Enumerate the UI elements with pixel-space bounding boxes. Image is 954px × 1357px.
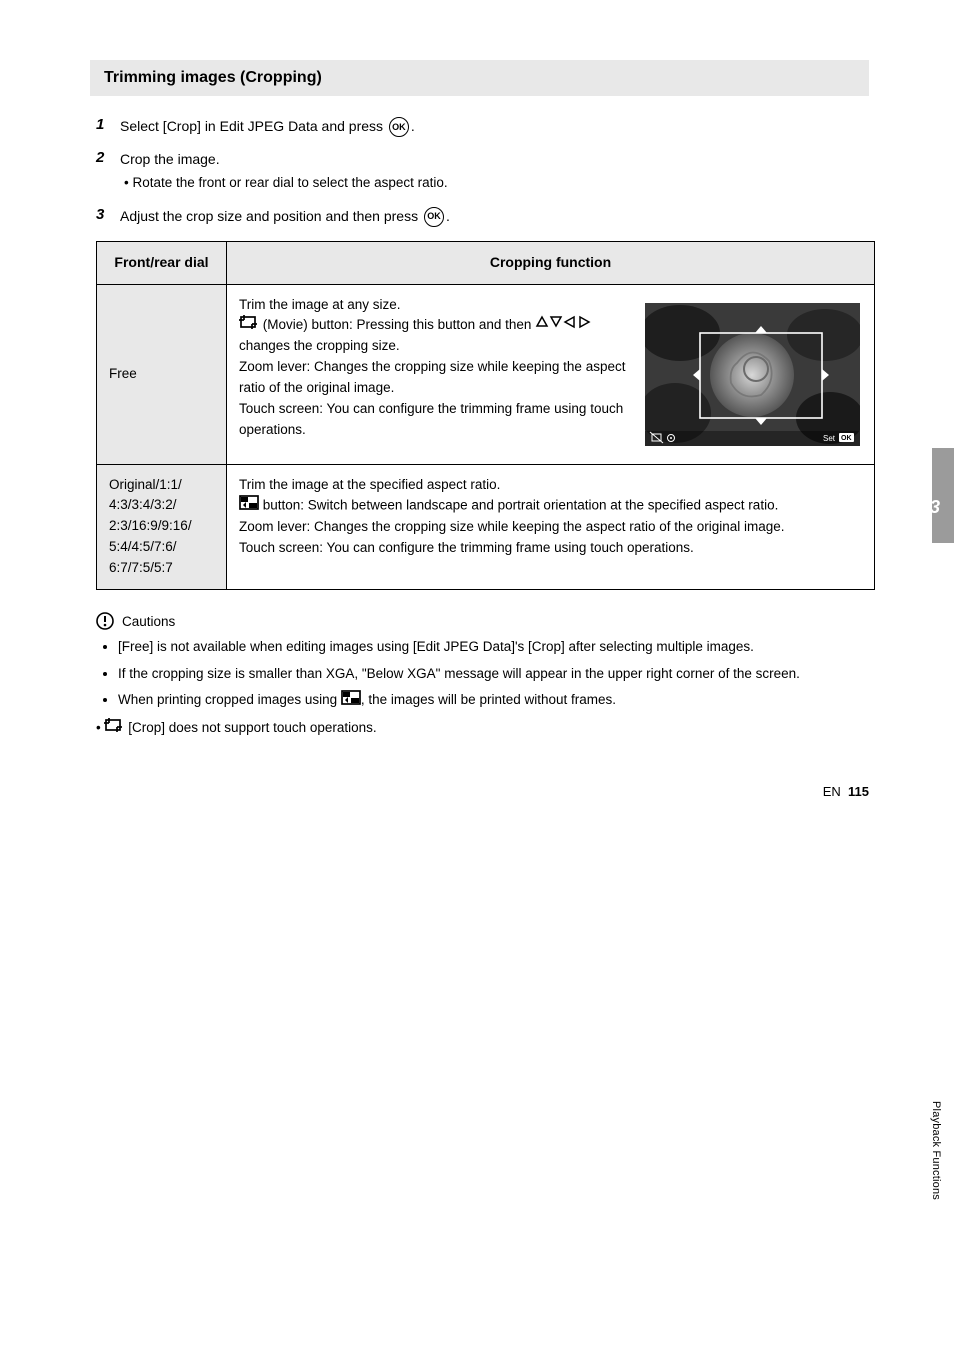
cautions-section: Cautions [Free] is not available when ed… [90, 612, 869, 739]
step-text: Adjust the crop size and position and th… [120, 206, 869, 227]
caution-item: If the cropping size is smaller than XGA… [118, 663, 869, 685]
table-body-line: Trim the image at the specified aspect r… [239, 475, 862, 496]
table-row-label: Free [97, 284, 227, 464]
svg-text:OK: OK [841, 435, 852, 442]
page-lang: EN [823, 784, 841, 799]
table-body-line: Zoom lever: Changes the cropping size wh… [239, 517, 862, 538]
table-body-line: Touch screen: You can configure the trim… [239, 538, 862, 559]
table-body-text: button: Switch between landscape and por… [259, 498, 778, 513]
step-1: 1 Select [Crop] in Edit JPEG Data and pr… [90, 116, 869, 137]
table-row: Original/1:1/ 4:3/3:4/3:2/ 2:3/16:9/9:16… [97, 464, 875, 590]
ok-button-icon: OK [389, 117, 409, 137]
caution-item: When printing cropped images using , the… [118, 689, 869, 711]
section-title: Trimming images (Cropping) [90, 60, 869, 96]
crop-icon [239, 315, 257, 336]
caution-icon [96, 612, 114, 630]
step-number: 1 [96, 116, 114, 133]
step-text-after: . [411, 118, 415, 134]
caution-text: When printing cropped images using [118, 692, 341, 707]
caution-item: • [Crop] does not support touch operatio… [96, 717, 869, 739]
step-text: Crop the image. [120, 149, 869, 170]
cautions-heading: Cautions [122, 614, 175, 629]
table-body-text: changes the cropping size. [239, 338, 400, 353]
step-number: 3 [96, 206, 114, 223]
caution-text: [Crop] does not support touch operations… [128, 720, 376, 735]
step-2: 2 Crop the image. • Rotate the front or … [90, 149, 869, 193]
step-text: Select [Crop] in Edit JPEG Data and pres… [120, 116, 869, 137]
table-row-body: Set OK Trim the image at any size. [227, 284, 875, 464]
table-header-right: Cropping function [227, 241, 875, 284]
table-header-left: Front/rear dial [97, 241, 227, 284]
step-text-after: . [446, 208, 450, 224]
options-table: Front/rear dial Cropping function Free [96, 241, 875, 590]
page-number: 115 [848, 784, 869, 799]
step-substep: • Rotate the front or rear dial to selec… [96, 173, 869, 193]
side-chapter-label: Playback Functions [930, 1101, 942, 1200]
step-text-before: Adjust the crop size and position and th… [120, 208, 422, 224]
table-row-label: Original/1:1/ 4:3/3:4/3:2/ 2:3/16:9/9:16… [97, 464, 227, 590]
caution-item: [Free] is not available when editing ima… [118, 636, 869, 658]
step-3: 3 Adjust the crop size and position and … [90, 206, 869, 227]
orientation-toggle-icon [239, 495, 259, 517]
table-body-text: (Movie) button: Pressing this button and… [259, 317, 535, 332]
dpad-arrows-icon [535, 315, 591, 336]
caution-text: , the images will be printed without fra… [361, 692, 616, 707]
page-footer: EN 115 [0, 784, 954, 827]
step-number: 2 [96, 149, 114, 166]
crop-icon [104, 717, 122, 739]
substep-text: Rotate the front or rear dial to select … [132, 175, 447, 190]
svg-text:Set: Set [823, 434, 836, 443]
ok-button-icon: OK [424, 207, 444, 227]
trim-preview-image: Set OK [645, 303, 860, 446]
table-row-body: Trim the image at the specified aspect r… [227, 464, 875, 590]
orientation-toggle-icon [341, 690, 361, 712]
table-body-line: button: Switch between landscape and por… [239, 495, 862, 517]
table-row: Free [97, 284, 875, 464]
step-text-before: Select [Crop] in Edit JPEG Data and pres… [120, 118, 387, 134]
